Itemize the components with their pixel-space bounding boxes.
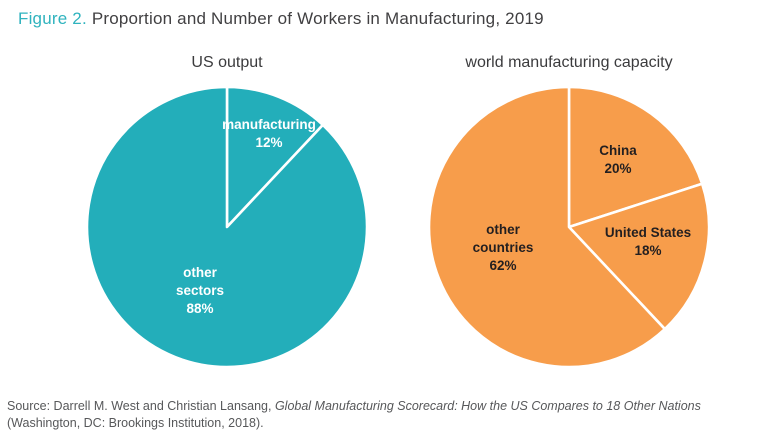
chart-title-world-capacity: world manufacturing capacity <box>465 54 673 71</box>
pie-chart-world-capacity <box>427 85 711 369</box>
pie-label-other-sectors: other sectors 88% <box>160 264 240 318</box>
pie-label-other-sectors-pct: 88% <box>186 301 214 316</box>
pie-slice-china <box>567 85 704 229</box>
pie-label-united-states: United States 18% <box>588 224 708 260</box>
source-suffix: (Washington, DC: Brookings Institution, … <box>7 415 264 430</box>
pie-slice-united-states <box>567 182 711 331</box>
figure-title: Figure 2. Proportion and Number of Worke… <box>18 9 544 29</box>
figure-number-label: Figure 2. <box>18 9 87 28</box>
pie-label-china: China 20% <box>578 142 658 178</box>
chart-title-us-output: US output <box>191 54 263 71</box>
source-prefix: Source: Darrell M. West and Christian La… <box>7 399 275 413</box>
pie-label-other-countries-text: other countries <box>472 222 534 255</box>
pie-label-china-text: China <box>599 143 637 158</box>
source-work-title: Global Manufacturing Scorecard: How the … <box>274 399 701 413</box>
pie-slice-other-countries <box>427 85 667 369</box>
pie-label-other-countries: other countries 62% <box>463 221 543 275</box>
pie-label-united-states-text: United States <box>604 225 692 240</box>
pie-label-manufacturing-pct: 12% <box>255 135 283 150</box>
pie-chart-us-output <box>85 85 369 369</box>
pie-label-manufacturing-text: manufacturing <box>222 117 316 132</box>
pie-label-other-sectors-text: other sectors <box>175 265 225 298</box>
pie-label-china-pct: 20% <box>604 161 632 176</box>
source-citation: Source: Darrell M. West and Christian La… <box>7 398 761 431</box>
pie-label-united-states-pct: 18% <box>634 243 662 258</box>
pie-slice-other-sectors <box>85 85 369 369</box>
pie-label-other-countries-pct: 62% <box>489 258 517 273</box>
pie-label-manufacturing: manufacturing 12% <box>209 116 329 152</box>
figure-title-text: Proportion and Number of Workers in Manu… <box>86 9 544 28</box>
pie-slice-manufacturing <box>225 85 325 229</box>
